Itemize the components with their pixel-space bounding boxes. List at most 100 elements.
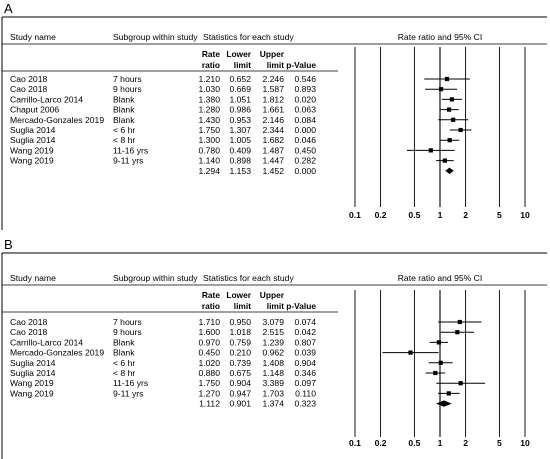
- summary-lower-limit: 0.901: [229, 399, 251, 409]
- study-name-cell: Cao 2018: [10, 84, 47, 94]
- upper-limit-cell: 3.079: [262, 317, 284, 327]
- upper-limit-cell: 1.239: [262, 337, 284, 347]
- subgroup-cell: 11-16 yrs: [113, 145, 148, 155]
- study-name-cell: Mercado-Gonzales 2019: [10, 115, 104, 125]
- study-name-cell: Suglia 2014: [10, 368, 56, 378]
- p-value-cell: 0.097: [294, 378, 316, 388]
- point-estimate-marker: [447, 107, 452, 112]
- subheader-p-value: p-Value: [286, 60, 316, 70]
- rate-ratio-cell: 1.380: [198, 94, 220, 104]
- lower-limit-cell: 1.018: [229, 327, 251, 337]
- summary-upper-limit: 1.374: [262, 399, 284, 409]
- study-name-cell: Cao 2018: [10, 317, 47, 327]
- lower-limit-cell: 0.675: [229, 368, 251, 378]
- subheader-rate: Rate: [202, 290, 220, 300]
- summary-lower-limit: 1.153: [229, 166, 251, 176]
- subgroup-cell: 9 hours: [113, 84, 142, 94]
- p-value-cell: 0.807: [294, 337, 316, 347]
- subheader-lower: Lower: [226, 49, 251, 59]
- x-tick-label: 2: [463, 438, 468, 448]
- upper-limit-cell: 1.487: [262, 145, 284, 155]
- subheader-lower: Lower: [226, 290, 251, 300]
- point-estimate-marker: [449, 97, 454, 102]
- p-value-cell: 0.074: [294, 317, 316, 327]
- subheader-lower-limit: limit: [234, 301, 251, 311]
- summary-diamond: [436, 400, 452, 407]
- subheader-upper: Upper: [260, 49, 285, 59]
- subheader-upper-limit: limit: [267, 60, 284, 70]
- rate-ratio-cell: 1.750: [198, 378, 220, 388]
- lower-limit-cell: 1.307: [229, 125, 251, 135]
- p-value-cell: 0.893: [294, 84, 316, 94]
- header-study-name: Study name: [10, 273, 56, 283]
- upper-limit-cell: 1.587: [262, 84, 284, 94]
- rate-ratio-cell: 1.030: [198, 84, 220, 94]
- lower-limit-cell: 0.904: [229, 378, 251, 388]
- upper-limit-cell: 2.344: [262, 125, 284, 135]
- study-name-cell: Chaput 2006: [10, 105, 59, 115]
- upper-limit-cell: 1.661: [262, 105, 284, 115]
- subheader-upper: Upper: [260, 290, 285, 300]
- study-name-cell: Suglia 2014: [10, 125, 56, 135]
- upper-limit-cell: 0.962: [262, 348, 284, 358]
- point-estimate-marker: [428, 148, 433, 153]
- subheader-ratio: ratio: [202, 301, 220, 311]
- subgroup-cell: < 8 hr: [113, 368, 135, 378]
- subheader-ratio: ratio: [202, 60, 220, 70]
- p-value-cell: 0.450: [294, 145, 316, 155]
- x-tick-label: 1: [438, 438, 443, 448]
- subgroup-cell: 9-11 yrs: [113, 156, 143, 166]
- point-estimate-marker: [458, 381, 463, 386]
- x-tick-label: 0.2: [375, 438, 387, 448]
- upper-limit-cell: 2.146: [262, 115, 284, 125]
- point-estimate-marker: [455, 330, 460, 335]
- study-name-cell: Mercado-Gonzales 2019: [10, 348, 104, 358]
- panel-label: A: [4, 1, 13, 16]
- x-tick-label: 0.5: [408, 438, 420, 448]
- rate-ratio-cell: 0.880: [198, 368, 220, 378]
- subgroup-cell: 7 hours: [113, 74, 142, 84]
- study-name-cell: Cao 2018: [10, 74, 47, 84]
- panel-label: B: [4, 237, 13, 252]
- x-tick-label: 0.1: [349, 210, 361, 220]
- lower-limit-cell: 0.898: [229, 156, 251, 166]
- rate-ratio-cell: 1.710: [198, 317, 220, 327]
- study-name-cell: Wang 2019: [10, 156, 54, 166]
- summary-rate-ratio: 1.294: [198, 166, 220, 176]
- subheader-upper-limit: limit: [267, 301, 284, 311]
- p-value-cell: 0.039: [294, 348, 316, 358]
- x-tick-label: 2: [463, 210, 468, 220]
- p-value-cell: 0.046: [294, 135, 316, 145]
- subgroup-cell: Blank: [113, 337, 135, 347]
- rate-ratio-cell: 1.020: [198, 358, 220, 368]
- point-estimate-marker: [408, 350, 413, 355]
- study-name-cell: Carrillo-Larco 2014: [10, 94, 83, 104]
- header-study-name: Study name: [10, 32, 56, 42]
- header-subgroup: Subgroup within study: [113, 32, 198, 42]
- rate-ratio-cell: 1.300: [198, 135, 220, 145]
- rate-ratio-cell: 1.600: [198, 327, 220, 337]
- rate-ratio-cell: 1.750: [198, 125, 220, 135]
- point-estimate-marker: [447, 138, 452, 143]
- lower-limit-cell: 0.669: [229, 84, 251, 94]
- upper-limit-cell: 1.148: [262, 368, 284, 378]
- upper-limit-cell: 1.703: [262, 388, 284, 398]
- rate-ratio-cell: 1.210: [198, 74, 220, 84]
- summary-p-value: 0.323: [294, 399, 316, 409]
- study-name-cell: Suglia 2014: [10, 135, 56, 145]
- point-estimate-marker: [438, 87, 444, 92]
- study-name-cell: Wang 2019: [10, 378, 54, 388]
- upper-limit-cell: 1.408: [262, 358, 284, 368]
- subgroup-cell: 9 hours: [113, 327, 142, 337]
- lower-limit-cell: 0.950: [229, 317, 251, 327]
- lower-limit-cell: 0.953: [229, 115, 251, 125]
- p-value-cell: 0.084: [294, 115, 316, 125]
- forest-panel-a: A Study name Subgroup within study Statisti…: [1, 1, 547, 230]
- lower-limit-cell: 1.005: [229, 135, 251, 145]
- p-value-cell: 0.063: [294, 105, 316, 115]
- x-tick-label: 0.1: [349, 438, 361, 448]
- lower-limit-cell: 0.409: [229, 145, 251, 155]
- p-value-cell: 0.904: [294, 358, 316, 368]
- point-estimate-marker: [451, 117, 456, 122]
